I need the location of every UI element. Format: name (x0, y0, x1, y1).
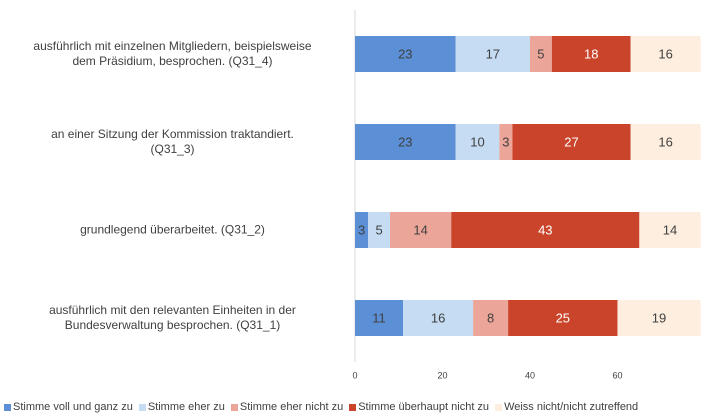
value-label: 5 (375, 222, 382, 237)
value-label: 16 (658, 134, 672, 149)
x-tick-label: 40 (525, 370, 535, 380)
legend-item: Weiss nicht/nicht zutreffend (495, 401, 638, 413)
legend-item: Stimme voll und ganz zu (4, 401, 133, 413)
legend-label: Stimme eher zu (147, 401, 225, 413)
value-label: 11 (372, 310, 386, 325)
bar-segment (551, 36, 631, 72)
legend-swatch (495, 403, 503, 411)
value-label: 14 (663, 222, 677, 237)
legend-label: Stimme voll und ganz zu (13, 401, 133, 413)
category-label: ausführlich mit den relevanten Einheiten… (49, 303, 296, 332)
value-label: 27 (564, 134, 578, 149)
value-label: 25 (556, 310, 570, 325)
value-label: 14 (413, 222, 427, 237)
value-label: 3 (502, 134, 509, 149)
legend-item: Stimme eher nicht zu (230, 401, 344, 413)
value-label: 43 (538, 222, 552, 237)
bar-segment (355, 212, 369, 248)
legend-label: Stimme überhaupt nicht zu (358, 401, 490, 413)
legend-label: Weiss nicht/nicht zutreffend (504, 401, 639, 413)
bar-segment (630, 124, 701, 160)
value-label: 3 (358, 222, 365, 237)
bar-segment (639, 212, 701, 248)
bar-segment (473, 300, 509, 336)
bar-segment (355, 124, 456, 160)
value-label: 10 (470, 134, 484, 149)
value-label: 19 (652, 310, 666, 325)
bar-segment (455, 124, 500, 160)
bar-segment (630, 36, 701, 72)
value-label: 18 (584, 46, 598, 61)
bar-segment (508, 300, 618, 336)
bar-segment (529, 36, 552, 72)
value-label: 16 (658, 46, 672, 61)
category-label: ausführlich mit einzelnen Mitgliedern, b… (33, 39, 312, 68)
bar-segment (499, 124, 513, 160)
bar-segment (355, 300, 404, 336)
legend-item: Stimme überhaupt nicht zu (349, 401, 489, 413)
value-label: 17 (486, 46, 500, 61)
legend: Stimme voll und ganz zu Stimme eher zu Sti… (4, 401, 638, 413)
legend-swatch (4, 403, 11, 411)
category-label: grundlegend überarbeitet. (Q31_2) (80, 222, 265, 237)
bar-segment (455, 36, 530, 72)
value-label: 8 (487, 310, 494, 325)
bar-segment (512, 124, 631, 160)
value-label: 23 (398, 46, 412, 61)
category-label: an einer Sitzung der Kommission traktand… (51, 127, 294, 156)
bar-segment (368, 212, 390, 248)
value-label: 23 (398, 134, 412, 149)
bar-segment (451, 212, 640, 248)
bar-segment (617, 300, 701, 336)
legend-swatch (138, 403, 146, 411)
x-tick-label: 20 (437, 370, 447, 380)
bar-segment (403, 300, 474, 336)
legend-item: Stimme eher zu (138, 401, 225, 413)
legend-label: Stimme eher nicht zu (239, 401, 344, 413)
legend-swatch (230, 403, 238, 411)
value-label: 16 (431, 310, 445, 325)
legend-swatch (349, 403, 357, 411)
bar-segment (389, 212, 452, 248)
x-tick-label: 0 (352, 370, 357, 380)
bar-segment (355, 36, 456, 72)
value-label: 5 (537, 46, 544, 61)
x-tick-label: 60 (612, 370, 622, 380)
